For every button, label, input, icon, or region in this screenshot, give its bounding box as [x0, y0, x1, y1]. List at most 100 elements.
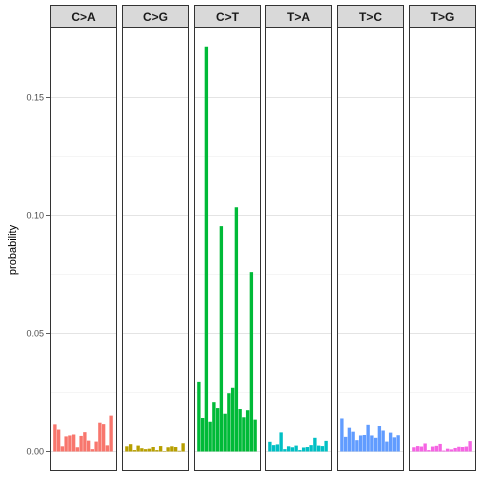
bar [53, 424, 57, 452]
bar [460, 447, 465, 452]
bar [453, 447, 457, 452]
bar [313, 437, 317, 452]
bar [98, 422, 102, 452]
bar [238, 409, 242, 452]
bar [200, 417, 205, 452]
bar [351, 431, 355, 452]
panel-border [194, 27, 261, 471]
bar [358, 435, 363, 452]
bar [109, 415, 113, 452]
panel-border [337, 27, 404, 471]
bar [316, 445, 321, 452]
bar [268, 441, 272, 452]
bar [388, 432, 393, 452]
bar [415, 446, 420, 452]
bar [173, 447, 178, 452]
facet-panels: C>A C>G C>T T>A T>C T>G [50, 5, 476, 471]
bar [434, 445, 439, 452]
bar [79, 435, 83, 452]
bar [468, 441, 472, 452]
bar [427, 450, 431, 452]
facet-panel-C-to-A: C>A [50, 5, 117, 471]
bar [324, 440, 328, 452]
bar [90, 449, 95, 452]
facet-strip-label: C>A [71, 10, 96, 24]
bar [105, 445, 110, 452]
bar [396, 435, 400, 452]
bar [223, 413, 227, 452]
y-tick-label: 0.10 [26, 211, 44, 221]
panel-border [122, 27, 189, 471]
bar [125, 446, 129, 452]
bar [143, 449, 148, 452]
bar [253, 419, 257, 452]
facet-strip-label: C>T [216, 10, 240, 24]
bar [197, 381, 201, 452]
bar [60, 446, 65, 452]
bar [271, 445, 276, 452]
bar [56, 429, 61, 452]
bar [340, 418, 344, 452]
bar [442, 450, 446, 452]
bar [464, 446, 469, 452]
bar [309, 445, 313, 452]
bar [245, 410, 250, 452]
bar [68, 435, 72, 452]
bar [64, 436, 68, 452]
bar [181, 443, 185, 452]
bar [204, 46, 209, 452]
facet-panel-T-to-G: T>G [409, 5, 476, 471]
bar [249, 272, 254, 452]
bar [412, 447, 416, 452]
panel-border [409, 27, 476, 471]
bar [177, 450, 182, 452]
y-tick-label: 0.00 [26, 447, 44, 457]
bar [370, 435, 374, 452]
y-tick-label: 0.15 [26, 93, 44, 103]
bar [392, 437, 397, 452]
bar [430, 446, 435, 452]
facet-strip-label: T>C [359, 10, 382, 24]
bar [94, 441, 98, 452]
bar [219, 226, 224, 452]
facet-strip-label: C>G [143, 10, 168, 24]
bar [445, 448, 450, 452]
bar [290, 447, 295, 452]
bar [128, 444, 133, 452]
facet-panel-T-to-C: T>C [337, 5, 404, 471]
bar [208, 421, 212, 452]
bar [140, 448, 144, 452]
bar [215, 408, 220, 452]
bar [227, 393, 231, 452]
bar [301, 447, 306, 452]
bar [170, 446, 174, 452]
bar [355, 440, 359, 452]
bar [362, 434, 367, 452]
bar [286, 446, 291, 452]
panel-border [50, 27, 117, 471]
facet-panel-C-to-G: C>G [122, 5, 189, 471]
bar [343, 436, 348, 452]
bar [242, 417, 246, 452]
bar [83, 432, 87, 452]
bar [155, 450, 159, 452]
bar [71, 434, 76, 452]
bar [283, 449, 287, 452]
bar [212, 402, 216, 452]
bar [381, 430, 385, 452]
bar [275, 444, 280, 452]
bar [373, 437, 378, 452]
facet-panel-C-to-T: C>T [194, 5, 261, 471]
bar [132, 450, 137, 452]
bar [147, 448, 152, 452]
bar [234, 207, 239, 452]
bar [294, 445, 298, 452]
bar [305, 447, 310, 452]
bar [438, 443, 442, 452]
y-tick-label: 0.05 [26, 329, 44, 339]
bar [457, 446, 461, 452]
bar [158, 446, 163, 452]
bar [385, 441, 389, 452]
bar [377, 426, 382, 452]
